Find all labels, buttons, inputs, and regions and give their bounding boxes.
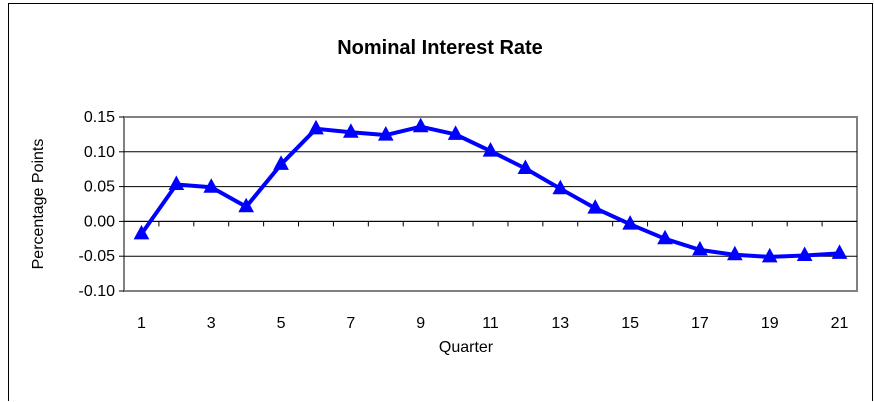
y-axis-title: Percentage Points bbox=[30, 139, 47, 270]
data-point-marker bbox=[587, 199, 604, 214]
data-point-marker bbox=[447, 125, 464, 140]
y-tick-label: 0.00 bbox=[84, 213, 115, 230]
data-point-marker bbox=[831, 244, 848, 259]
data-point-marker bbox=[133, 224, 150, 240]
y-tick-label: 0.05 bbox=[84, 179, 115, 196]
chart-title: Nominal Interest Rate bbox=[337, 37, 543, 59]
x-tick-label: 15 bbox=[621, 315, 639, 332]
x-tick-label: 5 bbox=[277, 315, 286, 332]
data-point-marker bbox=[343, 123, 359, 138]
data-point-marker bbox=[692, 240, 708, 256]
data-point-marker bbox=[622, 215, 638, 230]
x-tick-label: 21 bbox=[831, 315, 849, 332]
x-tick-label: 1 bbox=[137, 315, 146, 332]
data-point-marker bbox=[412, 117, 429, 133]
x-tick-label: 17 bbox=[691, 315, 709, 332]
series-group bbox=[133, 117, 848, 263]
y-tick-label: -0.10 bbox=[79, 283, 116, 300]
data-point-marker bbox=[273, 155, 289, 170]
y-tick-label: 0.10 bbox=[84, 144, 115, 161]
y-tick-label: 0.15 bbox=[84, 109, 115, 126]
x-tick-label: 9 bbox=[416, 315, 425, 332]
data-point-marker bbox=[482, 142, 499, 157]
y-axis-ticks: -0.10 -0.05 0.00 0.05 0.10 0.15 bbox=[79, 109, 124, 300]
x-axis-ticks: 1 3 5 7 9 11 13 15 17 19 21 bbox=[137, 221, 849, 332]
y-tick-label: -0.05 bbox=[79, 248, 116, 265]
x-axis-title: Quarter bbox=[439, 339, 494, 356]
x-tick-label: 7 bbox=[346, 315, 355, 332]
data-point-marker bbox=[761, 247, 778, 263]
data-point-marker bbox=[517, 159, 534, 175]
data-point-marker bbox=[377, 126, 394, 141]
x-tick-label: 11 bbox=[482, 315, 499, 332]
data-point-marker bbox=[552, 179, 569, 195]
data-point-marker bbox=[308, 119, 324, 135]
data-point-marker bbox=[796, 246, 813, 262]
data-point-marker bbox=[238, 197, 255, 213]
x-tick-label: 13 bbox=[551, 315, 569, 332]
x-tick-label: 19 bbox=[761, 315, 779, 332]
data-point-marker bbox=[657, 229, 673, 245]
data-point-marker bbox=[726, 245, 743, 261]
x-tick-label: 3 bbox=[207, 315, 216, 332]
data-point-marker bbox=[168, 175, 185, 191]
data-point-marker bbox=[203, 178, 220, 193]
